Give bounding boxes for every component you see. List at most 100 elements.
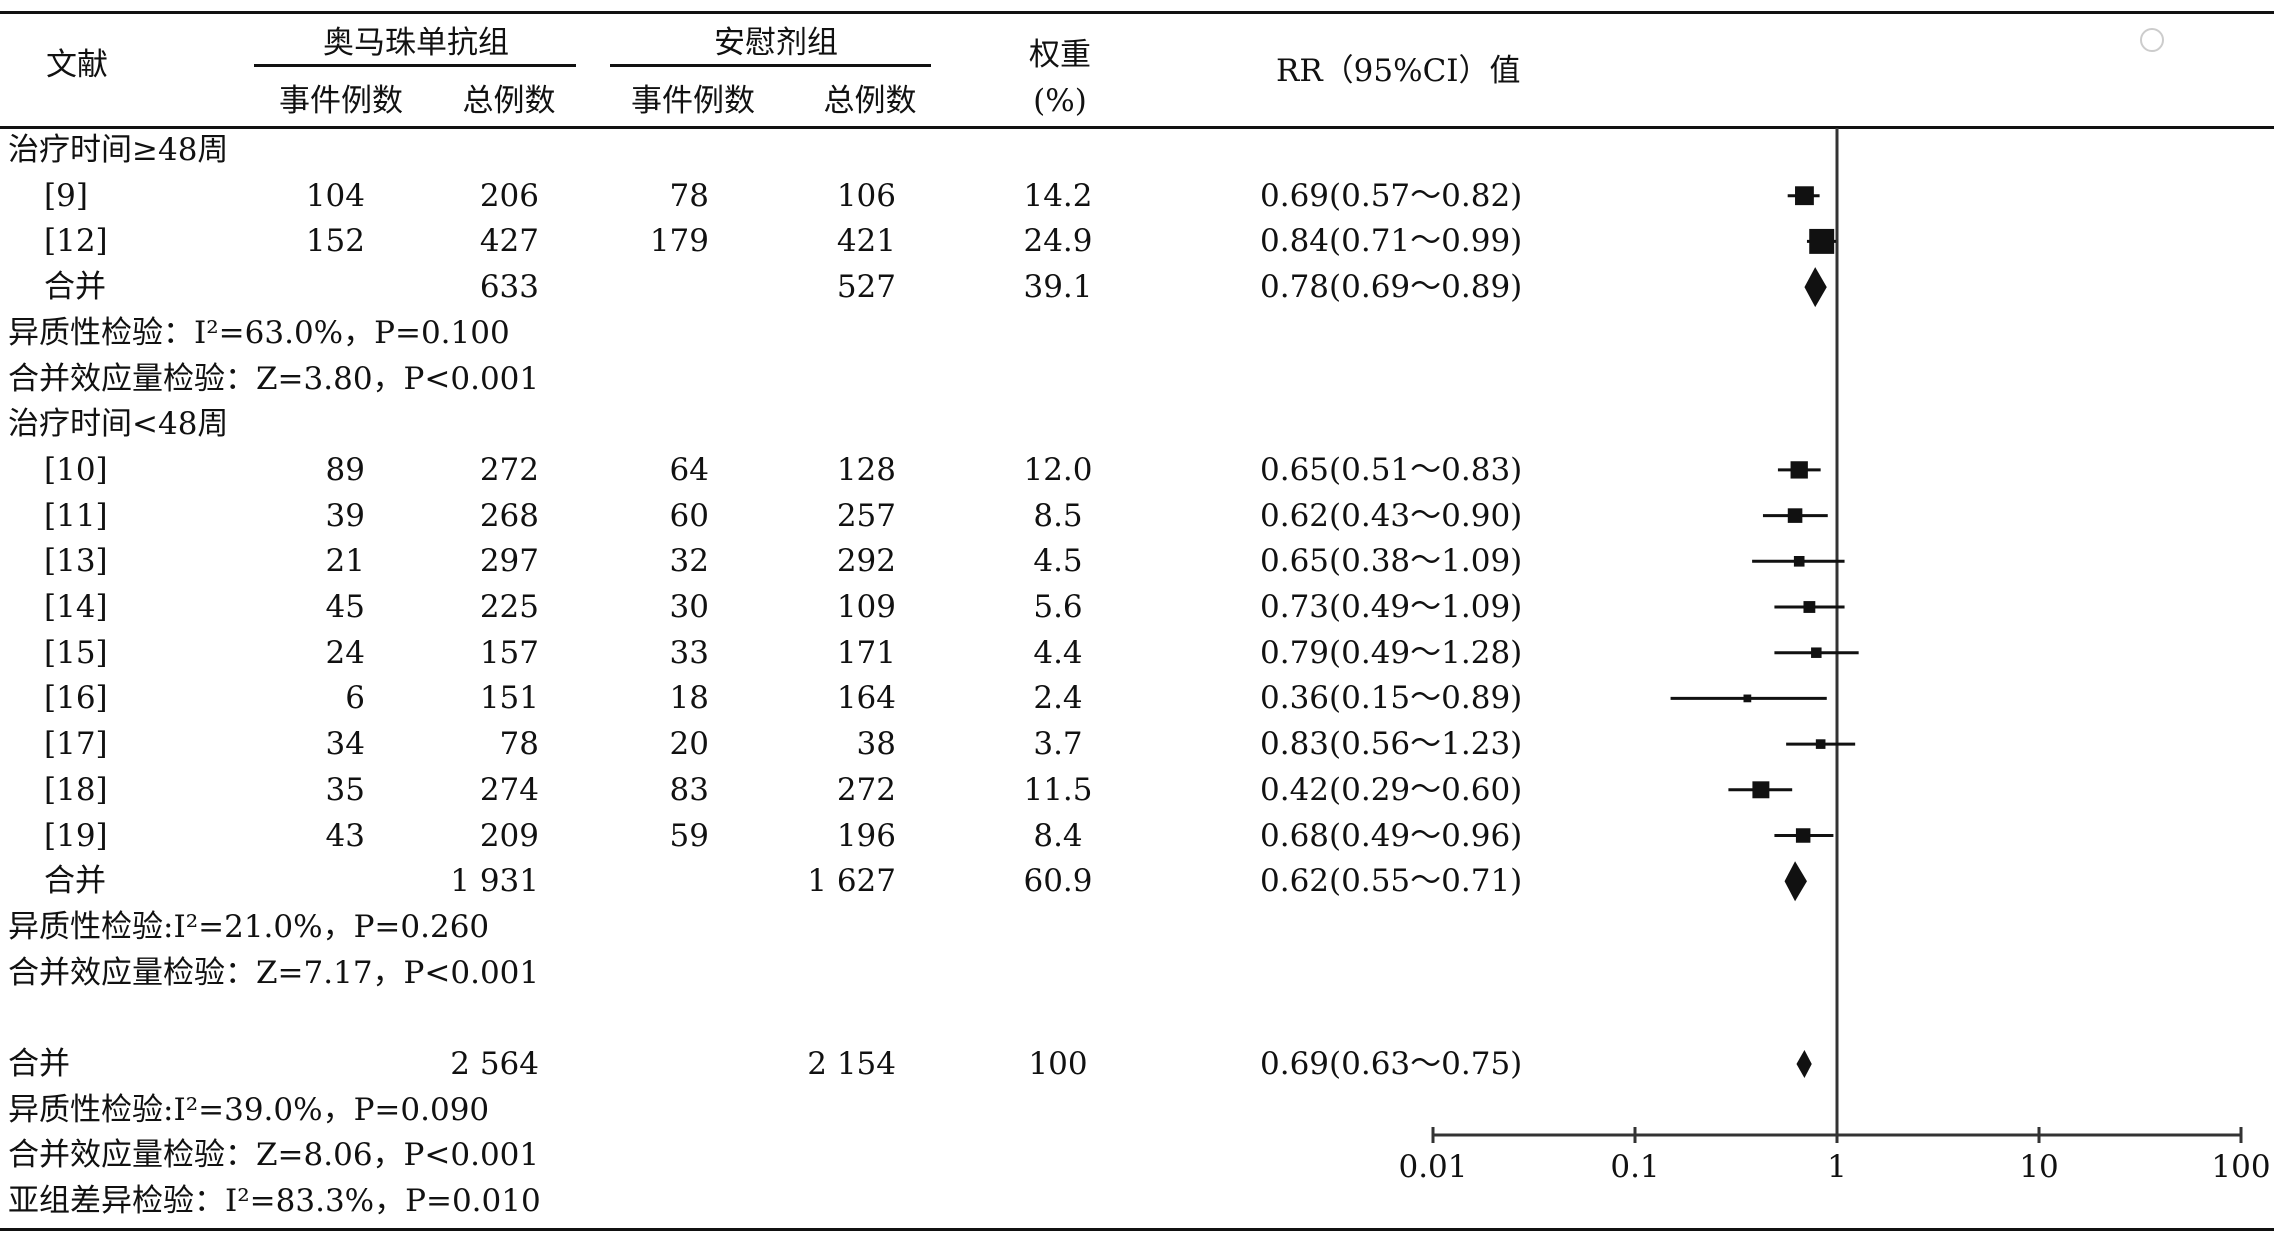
study-reference: [18]	[44, 771, 108, 808]
weight-value: 100	[1028, 1046, 1088, 1082]
group2-events: 59	[669, 817, 709, 854]
x-tick-label: 10	[2019, 1149, 2059, 1185]
group2-events: 20	[669, 726, 709, 763]
rr-header: RR（95%CI）值	[1276, 53, 1521, 89]
top-rule	[0, 11, 2274, 14]
group2-total: 106	[836, 177, 896, 214]
weight-value: 12.0	[1023, 451, 1093, 488]
rr-ci-value: 0.36(0.15～0.89)	[1260, 680, 1523, 717]
rr-ci-value: 0.42(0.29～0.60)	[1260, 771, 1523, 808]
group1-events: 89	[325, 451, 365, 488]
group2-total: 128	[836, 451, 896, 488]
group1-events: 45	[325, 589, 365, 625]
rr-ci-value: 0.62(0.55～0.71)	[1260, 863, 1523, 900]
study-reference: [16]	[44, 680, 108, 717]
point-estimate-square	[1752, 781, 1770, 799]
x-tick-label: 100	[2211, 1149, 2271, 1185]
group1-total: 272	[479, 451, 539, 488]
statistic-text: 合并效应量检验：Z=8.06，P<0.001	[8, 1137, 540, 1174]
group2-total: 38	[856, 726, 896, 763]
rr-ci-value: 0.79(0.49～1.28)	[1260, 634, 1523, 671]
statistic-text: 异质性检验:I²=21.0%，P=0.260	[8, 908, 490, 945]
study-column-header: 文献	[46, 47, 108, 83]
rr-ci-value: 0.78(0.69～0.89)	[1260, 269, 1523, 306]
group2-underline	[610, 64, 931, 67]
weight-value: 39.1	[1023, 269, 1093, 306]
statistic-text: 合并效应量检验：Z=3.80，P<0.001	[8, 360, 540, 397]
group1-total: 151	[479, 680, 539, 717]
point-estimate-square	[1803, 601, 1816, 613]
group2-total: 527	[836, 269, 896, 306]
weight-value: 14.2	[1023, 177, 1093, 214]
header-rule	[0, 126, 2274, 129]
group1-total: 2 564	[450, 1046, 539, 1082]
statistic-text: 异质性检验：I²=63.0%，P=0.100	[8, 314, 510, 351]
group1-events: 39	[325, 497, 365, 534]
rr-ci-value: 0.69(0.63～0.75)	[1260, 1046, 1523, 1082]
group1-events: 24	[325, 634, 365, 671]
rr-ci-value: 0.62(0.43～0.90)	[1260, 497, 1523, 534]
group1-total: 297	[479, 543, 539, 580]
study-reference: [15]	[44, 634, 108, 671]
weight-value: 2.4	[1033, 680, 1083, 717]
group1-total: 209	[479, 817, 539, 854]
weight-value: 11.5	[1023, 771, 1093, 808]
bottom-rule	[0, 1228, 2274, 1231]
x-tick-label: 1	[1827, 1149, 1847, 1185]
group2-total: 109	[836, 589, 896, 625]
group1-total: 225	[479, 589, 539, 625]
watermark-logo	[2140, 28, 2164, 52]
weight-value: 8.5	[1033, 497, 1083, 534]
seal-icon	[2140, 28, 2164, 52]
weight-value: 60.9	[1023, 863, 1093, 900]
statistic-text: 异质性检验:I²=39.0%，P=0.090	[8, 1091, 490, 1128]
point-estimate-square	[1815, 739, 1826, 749]
group2-total: 1 627	[807, 863, 896, 900]
pooled-diamond	[1804, 267, 1827, 308]
study-reference: [10]	[44, 451, 108, 488]
point-estimate-square	[1793, 555, 1805, 567]
rr-ci-value: 0.69(0.57～0.82)	[1260, 177, 1523, 214]
group1-events: 43	[325, 817, 365, 854]
group1-total: 633	[479, 269, 539, 306]
pooled-diamond	[1784, 861, 1807, 902]
group1-events: 104	[305, 177, 365, 214]
group1-total: 206	[479, 177, 539, 214]
x-tick-label: 0.1	[1610, 1149, 1660, 1185]
group1-total-header: 总例数	[462, 83, 556, 119]
group2-total: 196	[836, 817, 896, 854]
group1-events: 21	[325, 543, 365, 580]
pooled-label: 合并	[8, 1046, 70, 1082]
rr-ci-value: 0.65(0.38～1.09)	[1260, 543, 1523, 580]
weight-unit-header: (%)	[1033, 83, 1087, 119]
rr-ci-value: 0.84(0.71～0.99)	[1260, 223, 1523, 260]
pooled-label: 合并	[44, 863, 106, 900]
pooled-label: 合并	[44, 269, 106, 306]
group2-total: 272	[836, 771, 896, 808]
pooled-diamond	[1796, 1050, 1812, 1078]
point-estimate-square	[1809, 228, 1835, 254]
group2-events: 179	[649, 223, 709, 260]
group2-events: 64	[669, 451, 709, 488]
study-reference: [9]	[44, 177, 88, 214]
rr-ci-value: 0.73(0.49～1.09)	[1260, 589, 1523, 625]
group2-events: 78	[669, 177, 709, 214]
group2-total: 164	[836, 680, 896, 717]
rr-ci-value: 0.83(0.56～1.23)	[1260, 726, 1523, 763]
omalizumab-group-header: 奥马珠单抗组	[323, 25, 509, 61]
group2-total: 292	[836, 543, 896, 580]
group2-events: 18	[669, 680, 709, 717]
statistic-text: 合并效应量检验：Z=7.17，P<0.001	[8, 954, 540, 991]
group1-events: 35	[325, 771, 365, 808]
study-reference: [12]	[44, 223, 108, 260]
subgroup-label: 治疗时间<48周	[8, 406, 229, 443]
weight-value: 24.9	[1023, 223, 1093, 260]
group2-events-header: 事件例数	[631, 83, 755, 119]
subgroup-label: 治疗时间≥48周	[8, 132, 229, 168]
weight-value: 5.6	[1033, 589, 1083, 625]
group1-events: 6	[345, 680, 365, 717]
group2-total: 257	[836, 497, 896, 534]
weight-value: 8.4	[1033, 817, 1083, 854]
group2-events: 32	[669, 543, 709, 580]
